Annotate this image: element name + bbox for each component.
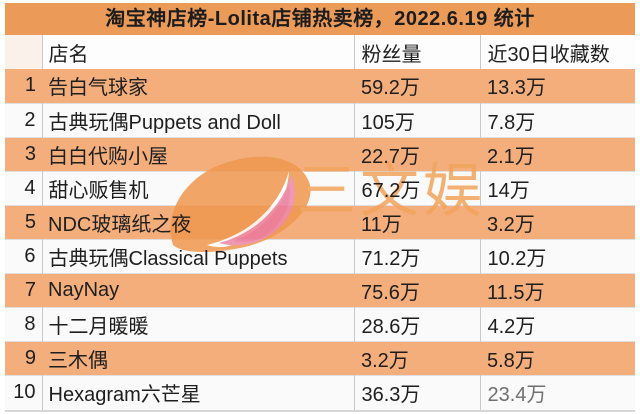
favorites-cell: 11.5万 (487, 281, 545, 304)
favorites-cell: 14万 (479, 171, 635, 205)
store-name-cell: 三木偶 (48, 349, 108, 372)
fans-cell: 28.6万 (353, 307, 480, 341)
table-row: 6 古典玩偶Classical Puppets 71.2万 10.2万 (5, 239, 635, 273)
store-name-cell: 甜心贩售机 (41, 171, 354, 205)
favorites-cell: 4.2万 (479, 307, 635, 341)
store-name-cell: NayNay (48, 278, 120, 301)
rank-cell: 1 (24, 74, 36, 97)
rank-cell: 2 (24, 108, 36, 131)
column-header-fans: 粉丝量 (353, 35, 480, 69)
favorites-cell: 7.8万 (479, 103, 635, 137)
header-row: 店名 粉丝量 近30日收藏数 (5, 35, 635, 69)
favorites-cell: 2.1万 (487, 145, 535, 168)
rank-cell: 5 (24, 210, 36, 233)
table-row: 5 NDC玻璃纸之夜 11万 3.2万 (5, 205, 635, 239)
store-name-cell: 告白气球家 (48, 77, 148, 100)
table-row: 3 白白代购小屋 22.7万 2.1万 (5, 137, 635, 171)
favorites-cell: 13.3万 (487, 77, 546, 100)
rank-cell: 3 (24, 142, 36, 165)
page-title: 淘宝神店榜-Lolita店铺热卖榜，2022.6.19 统计 (5, 3, 635, 35)
table-row: 9 三木偶 3.2万 5.8万 (5, 341, 635, 375)
column-header-store-name: 店名 (41, 35, 354, 69)
store-name-cell: 古典玩偶Classical Puppets (41, 239, 354, 273)
column-header-favorites: 近30日收藏数 (479, 35, 635, 69)
fans-cell: 59.2万 (361, 77, 420, 100)
fans-cell: 71.2万 (353, 239, 480, 273)
ranking-infographic: 淘宝神店榜-Lolita店铺热卖榜，2022.6.19 统计 店名 粉丝量 近3… (5, 3, 635, 412)
fans-cell: 105万 (353, 103, 480, 137)
fans-cell: 36.3万 (353, 375, 480, 411)
store-name-cell: 白白代购小屋 (48, 145, 168, 168)
fans-cell: 67.2万 (353, 171, 480, 205)
table-row: 1 告白气球家 59.2万 13.3万 (5, 69, 635, 103)
fans-cell: 75.6万 (361, 281, 420, 304)
table-row: 7 NayNay 75.6万 11.5万 (5, 273, 635, 307)
store-name-cell: 十二月暖暖 (41, 307, 354, 341)
rank-cell: 9 (24, 346, 36, 369)
rank-cell: 6 (24, 244, 36, 267)
favorites-cell: 23.4万 (479, 375, 635, 411)
table-row: 8 十二月暖暖 28.6万 4.2万 (5, 307, 635, 341)
fans-cell: 22.7万 (361, 145, 420, 168)
ranking-table: 店名 粉丝量 近30日收藏数 1 告白气球家 59.2万 13.3万 2 古典玩… (5, 35, 635, 412)
rank-cell: 8 (24, 312, 36, 335)
fans-cell: 11万 (361, 213, 402, 236)
fans-cell: 3.2万 (361, 349, 409, 372)
favorites-cell: 10.2万 (479, 239, 635, 273)
store-name-cell: NDC玻璃纸之夜 (48, 213, 192, 236)
store-name-cell: Hexagram六芒星 (41, 375, 354, 411)
table-row: 2 古典玩偶Puppets and Doll 105万 7.8万 (5, 103, 635, 137)
favorites-cell: 5.8万 (487, 349, 535, 372)
rank-cell: 10 (13, 381, 36, 404)
favorites-cell: 3.2万 (487, 213, 535, 236)
rank-cell: 7 (24, 278, 36, 301)
table-row: 10 Hexagram六芒星 36.3万 23.4万 (5, 375, 635, 411)
store-name-cell: 古典玩偶Puppets and Doll (41, 103, 354, 137)
rank-cell: 4 (24, 176, 36, 199)
header-rank-corner (5, 35, 42, 69)
table-row: 4 甜心贩售机 67.2万 14万 (5, 171, 635, 205)
